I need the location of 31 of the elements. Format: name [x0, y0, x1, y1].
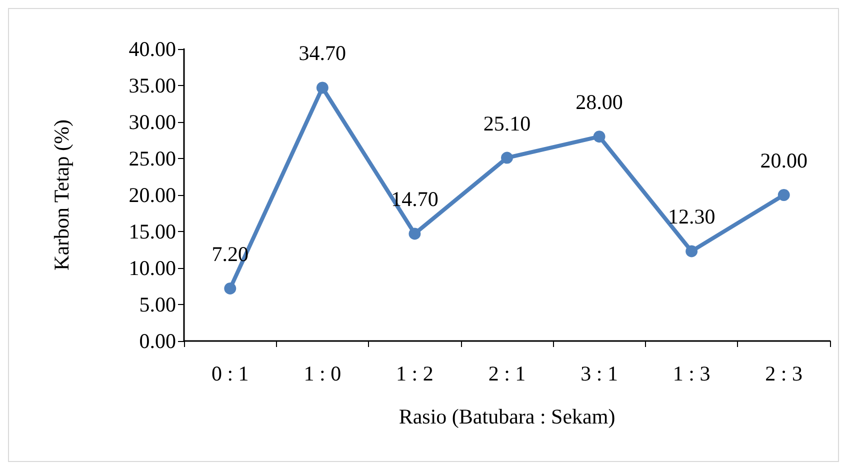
data-label: 14.70: [391, 187, 438, 212]
x-tick-label: 1 : 0: [304, 362, 342, 386]
data-label: 28.00: [576, 90, 623, 114]
x-tick-label: 2 : 1: [488, 362, 526, 386]
point: [316, 82, 328, 94]
y-tick-label: 15.00: [128, 220, 176, 244]
y-tick-label: 35.00: [128, 74, 176, 98]
point: [593, 130, 606, 143]
x-tick-label: 0 : 1: [211, 362, 249, 386]
y-tick-label: 0.00: [139, 329, 176, 353]
y-tick-label: 10.00: [128, 256, 176, 280]
data-label: 20.00: [760, 148, 808, 172]
point: [224, 282, 236, 294]
y-tick-label: 40.00: [128, 37, 176, 61]
data-label: 25.10: [483, 111, 531, 136]
point: [408, 228, 421, 240]
point: [686, 245, 698, 258]
y-tick-label: 25.00: [128, 146, 176, 170]
x-tick-label: 2 : 3: [765, 362, 803, 386]
y-tick-label: 30.00: [128, 110, 176, 134]
data-label: 12.30: [668, 204, 716, 229]
y-tick-label: 5.00: [139, 292, 176, 316]
point: [778, 189, 790, 201]
x-tick-label: 1 : 3: [672, 362, 710, 386]
y-tick-label: 20.00: [128, 183, 176, 207]
data-label: 34.70: [298, 41, 346, 66]
x-tick-label: 3 : 1: [580, 362, 618, 386]
x-tick-label: 1 : 2: [396, 362, 434, 386]
y-axis-title: Karbon Tetap (%): [50, 120, 74, 270]
point: [501, 152, 513, 164]
x-axis-title: Rasio (Batubara : Sekam): [398, 404, 616, 428]
